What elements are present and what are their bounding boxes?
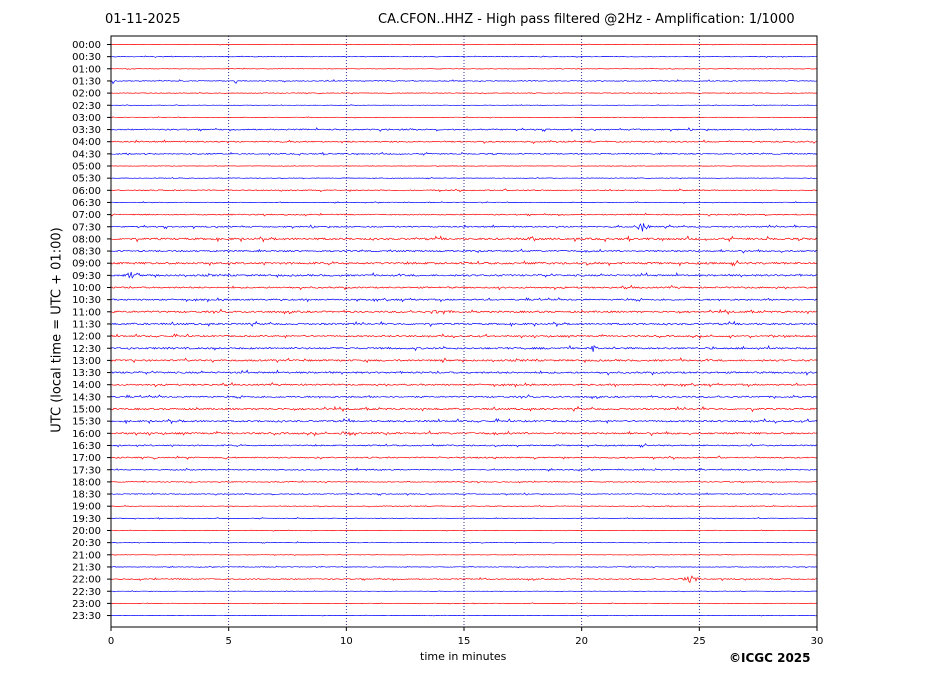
y-tick-label: 08:00: [72, 234, 101, 245]
trace-2130: [110, 565, 818, 569]
trace-1130: [110, 320, 818, 328]
trace-0930: [110, 271, 818, 279]
y-tick-label: 13:30: [72, 368, 101, 379]
y-tick-label: 04:30: [72, 149, 101, 160]
trace-1730: [110, 467, 818, 472]
y-tick-label: 09:30: [72, 271, 101, 282]
trace-1000: [110, 284, 818, 291]
trace-0000: [111, 43, 817, 46]
y-tick-label: 12:30: [72, 344, 101, 355]
y-tick-label: 17:30: [72, 465, 101, 476]
y-tick-label: 16:00: [72, 429, 101, 440]
trace-0730: [110, 223, 818, 232]
y-tick-label: 01:00: [72, 64, 101, 75]
trace-2000: [111, 529, 818, 532]
y-tick-label: 07:30: [72, 222, 101, 233]
y-tick-label: 08:30: [72, 247, 101, 258]
y-tick-label: 04:00: [72, 137, 101, 148]
copyright-label: ©ICGC 2025: [729, 651, 811, 665]
y-tick-label: 09:00: [72, 259, 101, 270]
x-tick-label: 15: [458, 636, 471, 647]
trace-0030: [111, 55, 817, 58]
trace-1800: [110, 480, 818, 484]
y-tick-label: 23:00: [72, 599, 101, 610]
y-tick-label: 11:00: [72, 307, 101, 318]
y-tick-label: 02:30: [72, 101, 101, 112]
y-tick-label: 05:00: [72, 162, 101, 173]
trace-1500: [110, 405, 818, 413]
date-label: 01-11-2025: [105, 12, 181, 27]
trace-0630: [110, 201, 818, 204]
x-tick-label: 30: [811, 636, 824, 647]
x-tick-label: 20: [575, 636, 588, 647]
trace-1030: [110, 297, 818, 303]
y-tick-label: 23:30: [72, 611, 101, 622]
y-tick-label: 06:00: [72, 186, 101, 197]
x-tick-label: 10: [340, 636, 353, 647]
y-tick-label: 02:00: [72, 89, 101, 100]
trace-1830: [110, 492, 817, 496]
y-tick-label: 06:30: [72, 198, 101, 209]
y-tick-label: 10:30: [72, 295, 101, 306]
y-tick-label: 19:30: [72, 514, 101, 525]
y-tick-label: 18:30: [72, 490, 101, 501]
trace-0800: [110, 235, 818, 243]
x-axis-label: time in minutes: [420, 650, 507, 663]
trace-0530: [110, 176, 818, 180]
trace-1530: [110, 417, 818, 425]
trace-0700: [110, 212, 818, 217]
y-tick-label: 14:00: [72, 380, 101, 391]
y-tick-label: 11:30: [72, 319, 101, 330]
y-tick-label: 15:00: [72, 405, 101, 416]
y-tick-label: 17:00: [72, 453, 101, 464]
y-tick-label: 21:30: [72, 562, 101, 573]
y-tick-label: 05:30: [72, 174, 101, 185]
chart-title: CA.CFON..HHZ - High pass filtered @2Hz -…: [378, 12, 795, 27]
y-tick-label: 03:00: [72, 113, 101, 124]
y-tick-label: 15:30: [72, 417, 101, 428]
trace-0600: [110, 188, 818, 193]
y-tick-label: 19:00: [72, 502, 101, 513]
y-tick-label: 18:00: [72, 477, 101, 488]
trace-1930: [110, 517, 818, 520]
y-tick-label: 16:30: [72, 441, 101, 452]
y-tick-label: 00:30: [72, 52, 101, 63]
trace-1100: [110, 308, 817, 315]
y-tick-label: 07:00: [72, 210, 101, 221]
y-axis-label: UTC (local time = UTC + 01:00): [49, 227, 65, 433]
y-tick-label: 22:00: [72, 575, 101, 586]
y-tick-label: 20:30: [72, 538, 101, 549]
y-tick-label: 00:00: [72, 40, 101, 51]
trace-2100: [110, 553, 818, 556]
plot-frame: [110, 35, 818, 628]
x-tick-label: 5: [225, 636, 231, 647]
trace-2030: [111, 541, 818, 544]
y-tick-label: 13:00: [72, 356, 101, 367]
y-tick-label: 21:00: [72, 550, 101, 561]
y-tick-label: 22:30: [72, 587, 101, 598]
x-tick-label: 0: [108, 636, 114, 647]
y-tick-label: 12:00: [72, 332, 101, 343]
y-tick-label: 20:00: [72, 526, 101, 537]
x-tick-label: 25: [693, 636, 706, 647]
trace-0100: [110, 67, 818, 70]
y-tick-label: 01:30: [72, 76, 101, 87]
y-tick-label: 14:30: [72, 392, 101, 403]
y-tick-label: 03:30: [72, 125, 101, 136]
trace-1900: [110, 504, 818, 508]
y-tick-label: 10:00: [72, 283, 101, 294]
grid-layer: [228, 36, 700, 627]
